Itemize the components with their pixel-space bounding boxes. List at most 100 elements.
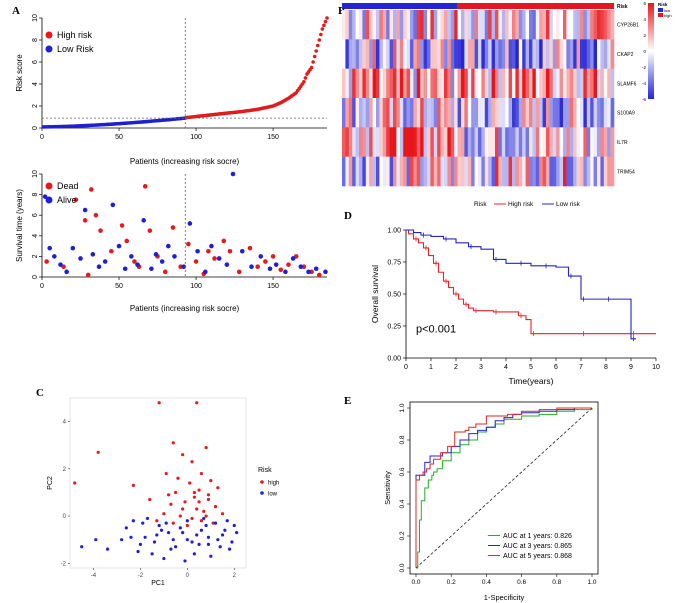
y-tick-label: 0.75 xyxy=(387,260,401,267)
heatmap-cell xyxy=(352,39,356,69)
heatmap-cell xyxy=(491,127,496,157)
heatmap-cell xyxy=(410,10,414,40)
heatmap-cell xyxy=(440,10,445,40)
heatmap-cell xyxy=(546,156,550,187)
heatmap-cell xyxy=(464,39,469,69)
dead-point xyxy=(247,245,253,251)
x-tick-label: 0 xyxy=(404,364,408,371)
heatmap-cell xyxy=(597,10,601,40)
heatmap-cell xyxy=(563,10,567,40)
annotation-legend-high xyxy=(658,13,663,17)
heatmap-cell xyxy=(512,68,516,99)
heatmap-cell xyxy=(467,10,472,40)
heatmap-cell xyxy=(590,10,594,40)
legend-label: High risk xyxy=(57,30,93,40)
heatmap-cell xyxy=(423,10,428,40)
alive-point xyxy=(135,262,140,267)
heatmap-cell xyxy=(529,10,533,40)
heatmap-cell xyxy=(597,98,601,128)
low-point xyxy=(164,521,168,525)
y-tick-label: 4 xyxy=(63,420,67,426)
heatmap-cell xyxy=(535,68,540,99)
heatmap-cell xyxy=(427,10,431,40)
x-tick-label: 150 xyxy=(267,134,279,141)
high-risk-point xyxy=(323,19,328,24)
low-point xyxy=(105,547,110,551)
heatmap-cell xyxy=(569,127,574,157)
y-tick-label: 0.00 xyxy=(387,356,401,363)
heatmap-cell xyxy=(345,127,350,157)
x-tick-label: -2 xyxy=(138,573,144,579)
heatmap-cell xyxy=(501,68,506,99)
heatmap-cell xyxy=(389,127,394,157)
heatmap-cell xyxy=(549,39,554,69)
high-point xyxy=(183,500,187,504)
heatmap-cell xyxy=(406,98,411,128)
heatmap-cell xyxy=(559,10,564,40)
alive-point xyxy=(258,254,264,259)
heatmap-cell xyxy=(410,127,414,157)
heatmap-cell xyxy=(532,127,537,157)
high-risk-point xyxy=(303,76,308,80)
heatmap-cell xyxy=(437,39,441,69)
heatmap-cell xyxy=(406,10,411,40)
y-tick-label: 0.6 xyxy=(399,467,406,476)
legend-marker xyxy=(260,491,264,495)
low-point xyxy=(230,540,234,544)
dead-point xyxy=(263,259,268,264)
alive-point xyxy=(166,243,171,249)
high-point xyxy=(181,507,185,511)
heatmap-cell xyxy=(406,68,411,99)
heatmap-cell xyxy=(372,98,377,128)
heatmap-cell xyxy=(495,10,499,40)
heatmap-cell xyxy=(563,156,567,187)
heatmap-cell xyxy=(488,10,492,40)
heatmap-cell xyxy=(569,156,574,187)
heatmap-cell xyxy=(556,156,560,187)
heatmap-cell xyxy=(478,98,482,128)
heatmap-cell xyxy=(563,98,567,128)
heatmap-cell xyxy=(369,39,373,69)
heatmap-cell xyxy=(474,10,479,40)
heatmap-cell xyxy=(518,10,523,40)
heatmap-cell xyxy=(569,39,574,69)
high-point xyxy=(190,516,194,521)
heatmap-cell xyxy=(515,68,520,99)
km-survival-plot: 0 1 2 3 4 5 6 7 8 9 10 Time(years) Overall survival 0… xyxy=(370,201,660,386)
high-point xyxy=(190,460,194,464)
heatmap-cell xyxy=(566,10,571,40)
high-point xyxy=(166,493,171,497)
alive-point xyxy=(96,264,102,270)
low-point xyxy=(190,540,194,544)
x-tick-label: 150 xyxy=(267,283,279,290)
annotation-legend-low xyxy=(658,8,663,12)
dead-point xyxy=(162,269,168,275)
heatmap-cell xyxy=(478,10,482,40)
heatmap-cell xyxy=(580,127,584,157)
dead-point xyxy=(147,228,153,233)
heatmap-cell xyxy=(464,127,469,157)
y-tick-label: 0.2 xyxy=(399,531,406,540)
alive-point xyxy=(273,262,279,267)
x-tick-label: -4 xyxy=(91,573,97,579)
heatmap-cell xyxy=(376,156,380,187)
high-point xyxy=(155,519,159,523)
heatmap-cell xyxy=(495,127,499,157)
high-point xyxy=(176,476,180,480)
x-tick-label: 2 xyxy=(233,573,237,579)
plot-panel xyxy=(69,397,247,569)
heatmap-row-label: CKAP2 xyxy=(617,52,634,58)
heatmap-cell xyxy=(498,39,503,69)
high-point xyxy=(206,497,211,502)
x-tick-label: 100 xyxy=(190,283,202,290)
heatmap-cell xyxy=(454,39,458,69)
high-risk-point xyxy=(322,23,326,28)
heatmap-cell xyxy=(508,10,513,40)
heatmap-cell xyxy=(447,98,452,128)
heatmap-cell xyxy=(454,156,458,187)
heatmap-cell xyxy=(359,68,363,99)
heatmap-cell xyxy=(525,156,530,187)
heatmap-cell xyxy=(590,127,594,157)
high-point xyxy=(195,401,199,405)
heatmap-cell xyxy=(576,39,581,69)
